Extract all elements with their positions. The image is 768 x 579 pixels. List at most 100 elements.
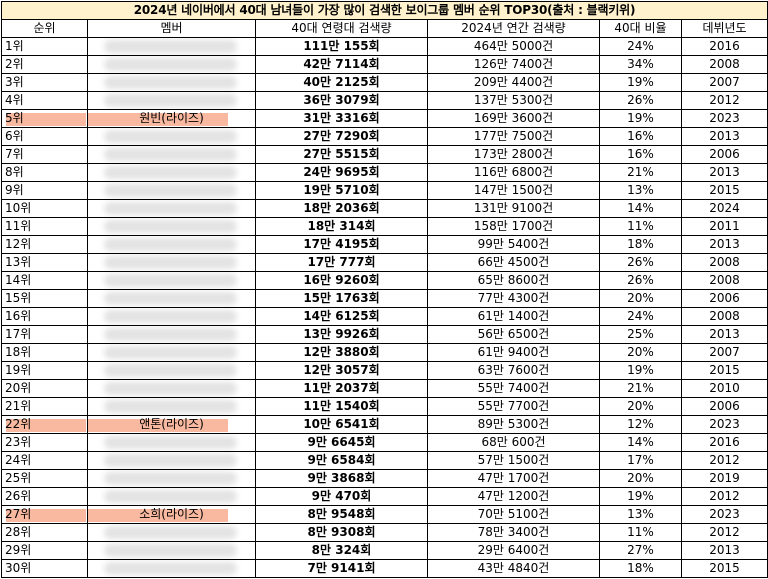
- search40-cell[interactable]: 9만 6645회: [255, 433, 428, 452]
- rank-cell[interactable]: 4위: [1, 91, 88, 110]
- member-cell[interactable]: [87, 289, 256, 308]
- member-cell[interactable]: [87, 145, 256, 164]
- annual-cell[interactable]: 126만 7400건: [427, 55, 600, 74]
- search40-cell[interactable]: 111만 155회: [255, 37, 428, 56]
- rank-cell[interactable]: 11위: [1, 217, 88, 236]
- member-cell[interactable]: [87, 397, 256, 416]
- annual-cell[interactable]: 66만 4500건: [427, 253, 600, 272]
- member-cell[interactable]: [87, 73, 256, 92]
- annual-cell[interactable]: 137만 5300건: [427, 91, 600, 110]
- annual-cell[interactable]: 43만 4840건: [427, 559, 600, 578]
- annual-cell[interactable]: 61만 9400건: [427, 343, 600, 362]
- member-cell[interactable]: [87, 163, 256, 182]
- member-cell[interactable]: [87, 379, 256, 398]
- search40-cell[interactable]: 15만 1763회: [255, 289, 428, 308]
- member-cell[interactable]: 앤톤(라이즈): [87, 415, 256, 434]
- rank-cell[interactable]: 25위: [1, 469, 88, 488]
- ratio-cell[interactable]: 24%: [599, 37, 682, 56]
- rank-cell[interactable]: 17위: [1, 325, 88, 344]
- annual-cell[interactable]: 116만 6800건: [427, 163, 600, 182]
- debut-cell[interactable]: 2012: [680, 91, 768, 110]
- debut-cell[interactable]: 2016: [680, 433, 768, 452]
- debut-cell[interactable]: 2006: [680, 289, 768, 308]
- member-cell[interactable]: [87, 523, 256, 542]
- debut-cell[interactable]: 2007: [680, 73, 768, 92]
- debut-cell[interactable]: 2012: [680, 487, 768, 506]
- member-cell[interactable]: [87, 55, 256, 74]
- debut-cell[interactable]: 2008: [680, 253, 768, 272]
- debut-cell[interactable]: 2013: [680, 541, 768, 560]
- member-cell[interactable]: [87, 253, 256, 272]
- ratio-cell[interactable]: 13%: [599, 505, 682, 524]
- debut-cell[interactable]: 2007: [680, 343, 768, 362]
- debut-cell[interactable]: 2010: [680, 379, 768, 398]
- member-cell[interactable]: [87, 235, 256, 254]
- member-cell[interactable]: [87, 487, 256, 506]
- member-cell[interactable]: [87, 181, 256, 200]
- ratio-cell[interactable]: 18%: [599, 559, 682, 578]
- search40-cell[interactable]: 9만 6584회: [255, 451, 428, 470]
- annual-cell[interactable]: 89만 5300건: [427, 415, 600, 434]
- member-cell[interactable]: 소희(라이즈): [87, 505, 256, 524]
- search40-cell[interactable]: 19만 5710회: [255, 181, 428, 200]
- ratio-cell[interactable]: 18%: [599, 235, 682, 254]
- rank-cell[interactable]: 21위: [1, 397, 88, 416]
- rank-cell[interactable]: 15위: [1, 289, 88, 308]
- member-cell[interactable]: [87, 199, 256, 218]
- annual-cell[interactable]: 70만 5100건: [427, 505, 600, 524]
- annual-cell[interactable]: 63만 7600건: [427, 361, 600, 380]
- ratio-cell[interactable]: 21%: [599, 379, 682, 398]
- rank-cell[interactable]: 7위: [1, 145, 88, 164]
- rank-cell[interactable]: 9위: [1, 181, 88, 200]
- rank-cell[interactable]: 13위: [1, 253, 88, 272]
- search40-cell[interactable]: 18만 2036회: [255, 199, 428, 218]
- debut-cell[interactable]: 2008: [680, 307, 768, 326]
- annual-cell[interactable]: 464만 5000건: [427, 37, 600, 56]
- member-cell[interactable]: [87, 307, 256, 326]
- rank-cell[interactable]: 24위: [1, 451, 88, 470]
- ratio-cell[interactable]: 26%: [599, 91, 682, 110]
- member-cell[interactable]: [87, 325, 256, 344]
- ratio-cell[interactable]: 25%: [599, 325, 682, 344]
- ratio-cell[interactable]: 27%: [599, 541, 682, 560]
- ratio-cell[interactable]: 19%: [599, 73, 682, 92]
- annual-cell[interactable]: 56만 6500건: [427, 325, 600, 344]
- rank-cell[interactable]: 10위: [1, 199, 88, 218]
- member-cell[interactable]: [87, 559, 256, 578]
- annual-cell[interactable]: 131만 9100건: [427, 199, 600, 218]
- annual-cell[interactable]: 77만 4300건: [427, 289, 600, 308]
- debut-cell[interactable]: 2013: [680, 127, 768, 146]
- search40-cell[interactable]: 18만 314회: [255, 217, 428, 236]
- annual-cell[interactable]: 57만 1500건: [427, 451, 600, 470]
- member-cell[interactable]: [87, 541, 256, 560]
- search40-cell[interactable]: 9만 470회: [255, 487, 428, 506]
- rank-cell[interactable]: 5위: [1, 109, 88, 128]
- annual-cell[interactable]: 78만 3400건: [427, 523, 600, 542]
- search40-cell[interactable]: 8만 9308회: [255, 523, 428, 542]
- ratio-cell[interactable]: 11%: [599, 217, 682, 236]
- rank-cell[interactable]: 8위: [1, 163, 88, 182]
- debut-cell[interactable]: 2019: [680, 469, 768, 488]
- ratio-cell[interactable]: 16%: [599, 127, 682, 146]
- member-cell[interactable]: [87, 91, 256, 110]
- search40-cell[interactable]: 11만 1540회: [255, 397, 428, 416]
- search40-cell[interactable]: 14만 6125회: [255, 307, 428, 326]
- debut-cell[interactable]: 2008: [680, 55, 768, 74]
- ratio-cell[interactable]: 20%: [599, 343, 682, 362]
- debut-cell[interactable]: 2023: [680, 505, 768, 524]
- ratio-cell[interactable]: 20%: [599, 289, 682, 308]
- rank-cell[interactable]: 19위: [1, 361, 88, 380]
- annual-cell[interactable]: 147만 1500건: [427, 181, 600, 200]
- debut-cell[interactable]: 2015: [680, 181, 768, 200]
- ratio-cell[interactable]: 17%: [599, 451, 682, 470]
- rank-cell[interactable]: 20위: [1, 379, 88, 398]
- ratio-cell[interactable]: 21%: [599, 163, 682, 182]
- rank-cell[interactable]: 29위: [1, 541, 88, 560]
- annual-cell[interactable]: 158만 1700건: [427, 217, 600, 236]
- rank-cell[interactable]: 2위: [1, 55, 88, 74]
- ratio-cell[interactable]: 14%: [599, 433, 682, 452]
- debut-cell[interactable]: 2023: [680, 415, 768, 434]
- member-cell[interactable]: [87, 127, 256, 146]
- search40-cell[interactable]: 12만 3057회: [255, 361, 428, 380]
- annual-cell[interactable]: 169만 3600건: [427, 109, 600, 128]
